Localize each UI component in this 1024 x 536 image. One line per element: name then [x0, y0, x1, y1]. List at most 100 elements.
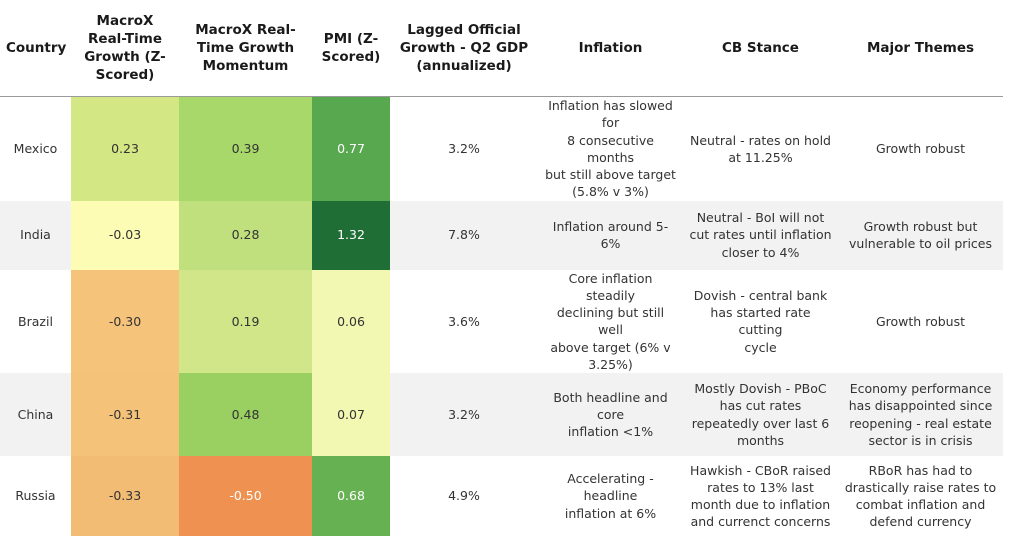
text-line: Economy performance: [850, 381, 992, 396]
text-line: PMI (Z-: [324, 31, 378, 47]
text-line: vulnerable to oil prices: [849, 236, 992, 251]
text-line: MacroX Real-: [195, 22, 295, 38]
gdp-cell: 3.6%: [390, 270, 538, 374]
growth-cell: -0.03: [71, 201, 179, 270]
momentum-cell: 0.39: [179, 97, 312, 201]
text-line: (annualized): [416, 58, 511, 74]
inflation-header: Inflation: [538, 0, 683, 97]
country-cell: Russia: [0, 456, 71, 536]
inflation-cell: Both headline and core inflation <1%: [538, 373, 683, 456]
text-line: inflation at 6%: [565, 506, 656, 521]
country-cell: Brazil: [0, 270, 71, 374]
growth-cell: -0.31: [71, 373, 179, 456]
text-line: drastically raise rates to: [845, 480, 996, 495]
cb-stance-cell: Dovish - central bank has started rate cu…: [683, 270, 838, 374]
text-line: MacroX: [97, 13, 154, 29]
text-line: Accelerating - headline: [567, 471, 653, 503]
themes-cell: Economy performance has disappointed sinc…: [838, 373, 1003, 456]
text-line: Growth - Q2 GDP: [400, 40, 528, 56]
text-line: RBoR has had to: [869, 463, 973, 478]
text-line: CB Stance: [722, 40, 799, 56]
text-line: Growth robust but: [864, 219, 978, 234]
themes-cell: RBoR has had to drastically raise rates t…: [838, 456, 1003, 536]
text-line: Lagged Official: [407, 22, 520, 38]
momentum-cell: 0.19: [179, 270, 312, 374]
text-line: Country: [6, 40, 66, 56]
cb-header: CB Stance: [683, 0, 838, 97]
gdp-cell: 3.2%: [390, 373, 538, 456]
cb-stance-cell: Neutral - BoI will not cut rates until in…: [683, 201, 838, 270]
text-line: defend currency: [869, 514, 971, 529]
text-line: has disappointed since: [849, 398, 993, 413]
themes-cell: Growth robust but vulnerable to oil price…: [838, 201, 1003, 270]
text-line: 8 consecutive months: [567, 133, 654, 165]
pmi-cell: 0.68: [312, 456, 390, 536]
text-line: Neutral - BoI will not: [697, 210, 825, 225]
country-header: Country: [0, 0, 71, 97]
country-cell: India: [0, 201, 71, 270]
text-line: Dovish - central bank: [694, 288, 827, 303]
text-line: and currenct concerns: [691, 514, 831, 529]
inflation-cell: Inflation around 5-6%: [538, 201, 683, 270]
text-line: Scored): [322, 49, 381, 65]
text-line: inflation <1%: [568, 424, 653, 439]
text-line: repeatedly over last 6: [692, 416, 830, 431]
country-cell: Mexico: [0, 97, 71, 201]
text-line: declining but still well: [557, 305, 664, 337]
momentum-cell: -0.50: [179, 456, 312, 536]
text-line: closer to 4%: [722, 245, 800, 260]
text-line: Growth robust: [876, 314, 965, 329]
gdp-cell: 7.8%: [390, 201, 538, 270]
text-line: rates to 13% last: [707, 480, 814, 495]
text-line: Time Growth: [197, 40, 294, 56]
gdp-header: Lagged Official Growth - Q2 GDP (annualize…: [390, 0, 538, 97]
growth-cell: -0.30: [71, 270, 179, 374]
growth-cell: 0.23: [71, 97, 179, 201]
text-line: Major Themes: [867, 40, 974, 56]
pmi-cell: 0.77: [312, 97, 390, 201]
text-line: cut rates until inflation: [689, 227, 831, 242]
cb-stance-cell: Hawkish - CBoR raised rates to 13% last mo…: [683, 456, 838, 536]
text-line: Neutral - rates on hold: [690, 133, 831, 148]
growth-cell: -0.33: [71, 456, 179, 536]
momentum-header: MacroX Real- Time Growth Momentum: [179, 0, 312, 97]
country-cell: China: [0, 373, 71, 456]
text-line: has cut rates: [720, 398, 802, 413]
gdp-cell: 3.2%: [390, 97, 538, 201]
themes-header: Major Themes: [838, 0, 1003, 97]
text-line: Both headline and core: [553, 390, 667, 422]
text-line: Scored): [96, 67, 155, 83]
text-line: Real-Time: [88, 31, 162, 47]
pmi-cell: 0.06: [312, 270, 390, 374]
text-line: (5.8% v 3%): [572, 184, 649, 199]
text-line: Inflation has slowed for: [548, 98, 673, 130]
pmi-cell: 1.32: [312, 201, 390, 270]
text-line: has started rate cutting: [710, 305, 810, 337]
pmi-cell: 0.07: [312, 373, 390, 456]
pmi-header: PMI (Z- Scored): [312, 0, 390, 97]
text-line: Hawkish - CBoR raised: [690, 463, 831, 478]
text-line: month due to inflation: [691, 497, 830, 512]
text-line: 3.25%): [588, 357, 633, 372]
text-line: reopening - real estate: [849, 416, 992, 431]
text-line: sector is in crisis: [868, 433, 972, 448]
text-line: Growth robust: [876, 141, 965, 156]
text-line: but still above target: [545, 167, 676, 182]
text-line: Core inflation steadily: [569, 271, 653, 303]
gdp-cell: 4.9%: [390, 456, 538, 536]
momentum-cell: 0.28: [179, 201, 312, 270]
text-line: Momentum: [203, 58, 289, 74]
text-line: combat inflation and: [856, 497, 986, 512]
text-line: cycle: [744, 340, 776, 355]
